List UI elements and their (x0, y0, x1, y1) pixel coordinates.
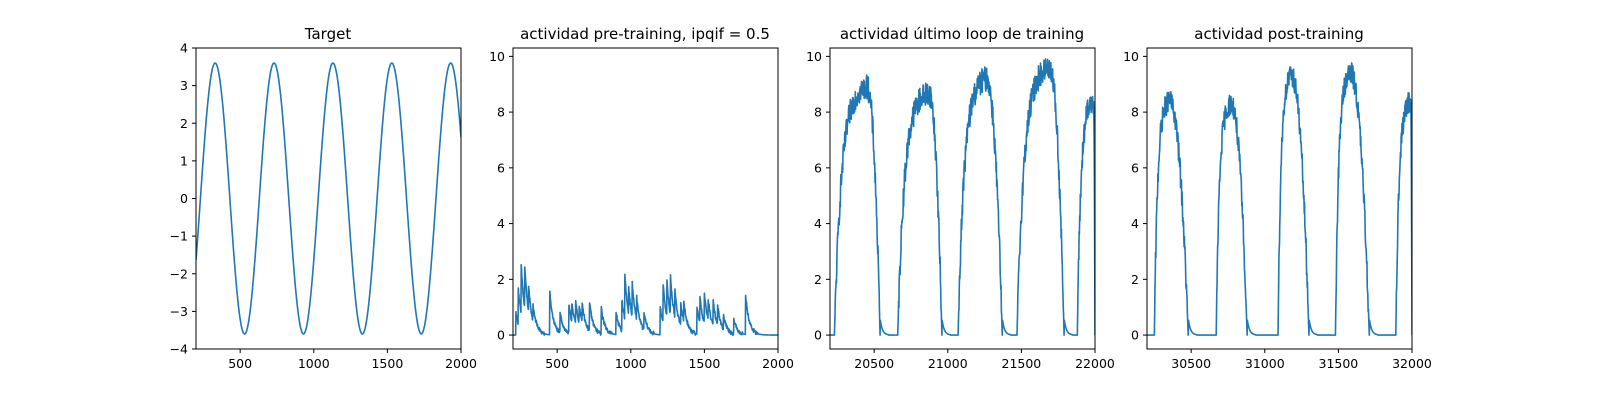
y-tick-label: 6 (497, 160, 505, 175)
y-tick-label: 10 (1123, 49, 1139, 64)
y-tick-label: −1 (170, 229, 188, 244)
y-tick-label: 4 (180, 41, 188, 56)
subplot-title-post-training: actividad post-training (1194, 25, 1363, 43)
y-tick-label: 6 (814, 160, 822, 175)
x-tick-label: 500 (545, 356, 569, 371)
subplot-title-pre-training: actividad pre-training, ipqif = 0.5 (520, 25, 770, 43)
series-line-pre-training (513, 263, 778, 336)
axes-frame (829, 47, 1096, 350)
y-tick-label: 2 (814, 272, 822, 287)
x-tick-label: 31000 (1245, 356, 1285, 371)
x-tick-label: 21500 (1002, 356, 1042, 371)
y-tick-label: 6 (1131, 160, 1139, 175)
axes-frame (512, 47, 779, 350)
x-tick-label: 32000 (1392, 356, 1432, 371)
plot-area-target: 500 1000 1500 2000 −4 −3 −2 −1 0 1 2 3 4 (170, 41, 477, 372)
x-tick-label: 2000 (445, 356, 477, 371)
y-tick-label: 2 (497, 272, 505, 287)
series-line-post-training (1147, 62, 1412, 336)
x-tick-label: 1000 (298, 356, 330, 371)
subplot-post-training: actividad post-training 30500 31000 31500 3… (1123, 25, 1432, 371)
x-tick-label: 20500 (854, 356, 894, 371)
x-tick-label: 1000 (615, 356, 647, 371)
subplot-title-target: Target (304, 25, 352, 43)
x-tick-label: 1500 (688, 356, 720, 371)
x-tick-label: 500 (228, 356, 252, 371)
y-tick-label: 10 (806, 49, 822, 64)
y-tick-label: 0 (1131, 328, 1139, 343)
y-tick-label: 4 (497, 216, 505, 231)
plot-area-last-training-loop: 20500 21000 21500 22000 0 2 4 6 8 10 (806, 47, 1115, 371)
series-line-last-training-loop (830, 58, 1095, 336)
subplot-target: Target 500 1000 1500 2000 −4 −3 −2 −1 0 1 2 3 4 (170, 25, 477, 371)
x-tick-label: 22000 (1075, 356, 1115, 371)
plot-area-pre-training: 500 1000 1500 2000 0 2 4 6 8 10 (489, 47, 794, 371)
series-line-target (196, 62, 461, 335)
x-tick-label: 1500 (371, 356, 403, 371)
y-tick-label: −4 (170, 342, 188, 357)
y-tick-label: 0 (814, 328, 822, 343)
x-tick-label: 31500 (1319, 356, 1359, 371)
y-tick-label: 3 (180, 78, 188, 93)
y-tick-label: 8 (1131, 105, 1139, 120)
subplot-last-training-loop: actividad último loop de training 20500 2… (806, 25, 1115, 371)
y-tick-label: 0 (497, 328, 505, 343)
y-tick-label: 1 (180, 153, 188, 168)
y-tick-label: −3 (170, 304, 188, 319)
axes-frame (1146, 47, 1413, 350)
subplot-title-last-training-loop: actividad último loop de training (840, 25, 1084, 43)
y-tick-label: 0 (180, 191, 188, 206)
y-tick-label: 4 (1131, 216, 1139, 231)
y-tick-label: 4 (814, 216, 822, 231)
y-tick-label: 2 (1131, 272, 1139, 287)
y-tick-label: 10 (489, 49, 505, 64)
y-tick-label: 8 (497, 105, 505, 120)
x-tick-label: 21000 (928, 356, 968, 371)
x-tick-label: 2000 (762, 356, 794, 371)
plot-area-post-training: 30500 31000 31500 32000 0 2 4 6 8 10 (1123, 47, 1432, 371)
y-tick-label: 8 (814, 105, 822, 120)
subplot-pre-training: actividad pre-training, ipqif = 0.5 500 1… (489, 25, 794, 371)
y-tick-label: −2 (170, 266, 188, 281)
y-tick-label: 2 (180, 116, 188, 131)
x-tick-label: 30500 (1171, 356, 1211, 371)
